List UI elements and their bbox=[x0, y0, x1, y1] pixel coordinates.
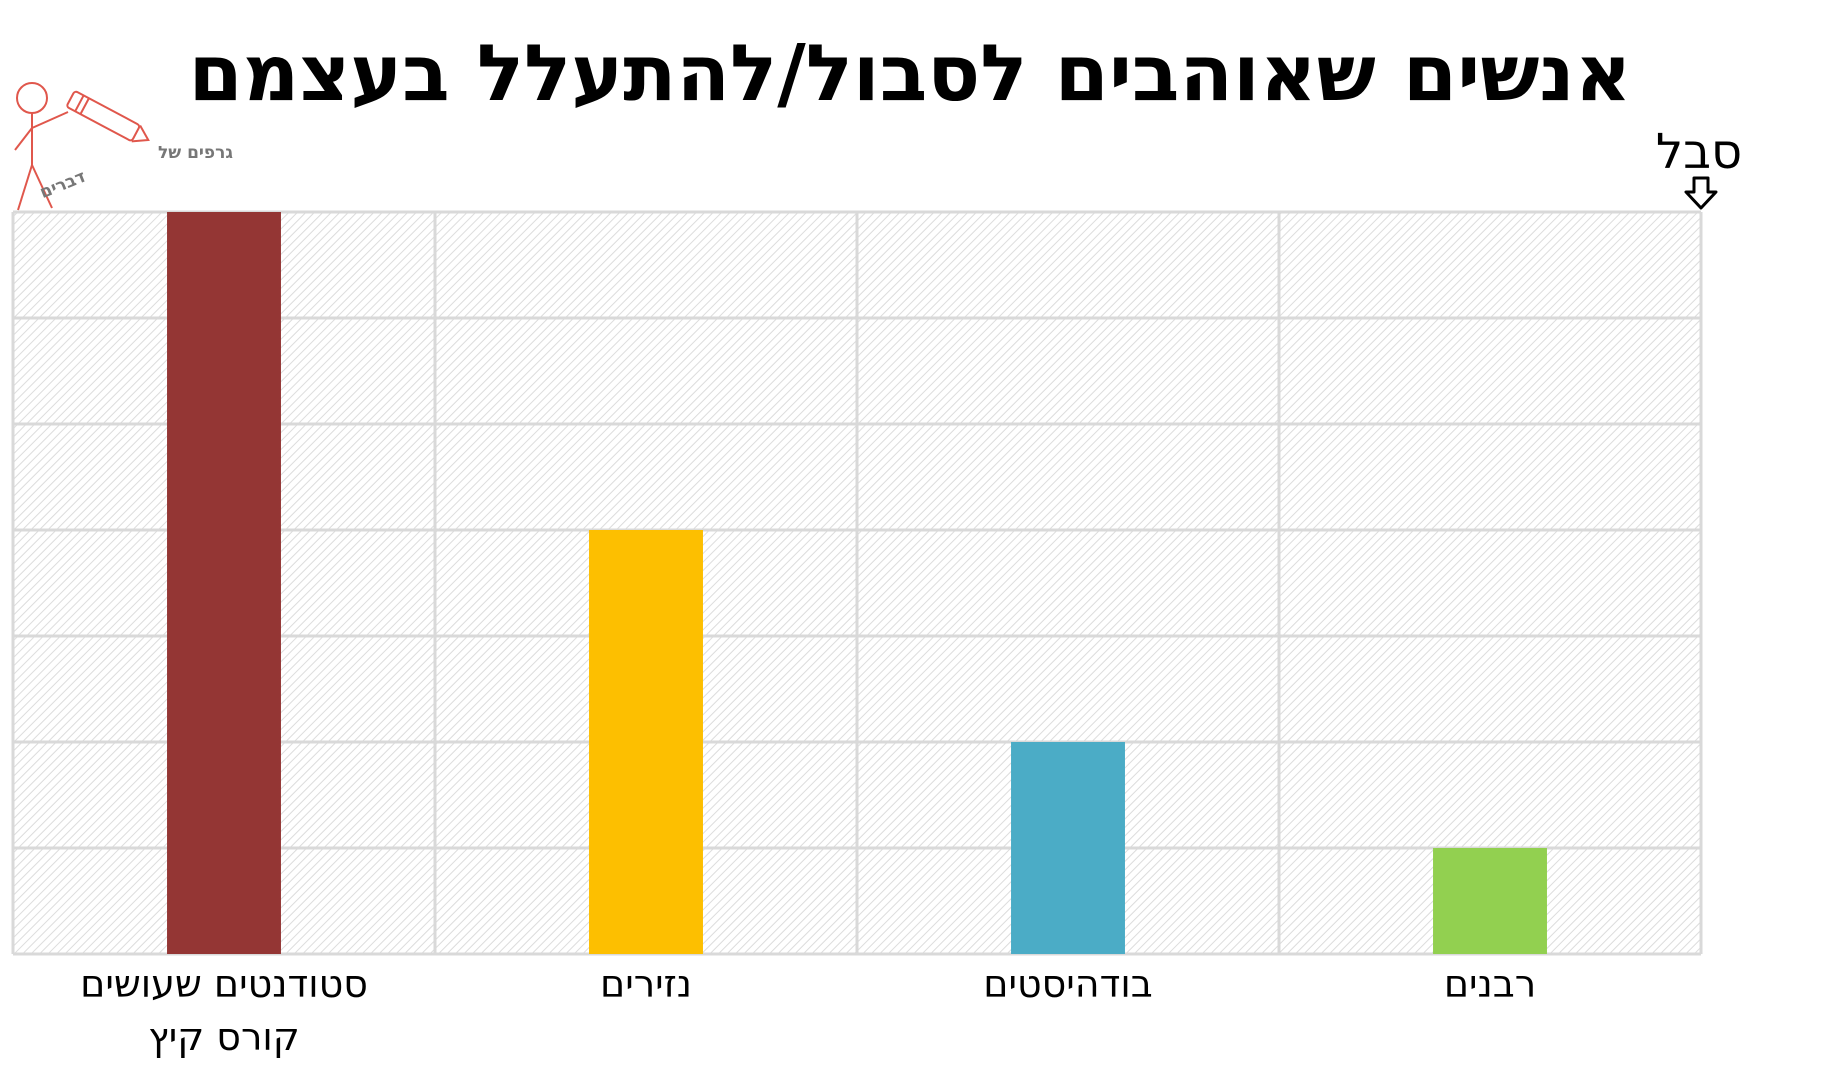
category-labels: סטודנטים שעושים קורס קיץ נזירים בודהיסטים רב… bbox=[80, 962, 1536, 1059]
category-label-3: בודהיסטים bbox=[983, 962, 1152, 1006]
chart-title: אנשים שאוהבים לסבול/להתעלל בעצמם bbox=[189, 29, 1632, 119]
bar-4 bbox=[1433, 848, 1547, 954]
pencil-icon bbox=[66, 90, 150, 143]
category-label-1-line2: קורס קיץ bbox=[148, 1015, 299, 1059]
bar-1 bbox=[167, 212, 281, 954]
category-label-4: רבנים bbox=[1444, 962, 1536, 1006]
logo-text-line1: גרפים של bbox=[158, 143, 233, 163]
bar-3 bbox=[1011, 742, 1125, 954]
logo-head-icon bbox=[16, 82, 48, 114]
logo-text-line2: דברים bbox=[37, 167, 88, 203]
down-arrow-icon bbox=[1684, 176, 1718, 210]
logo bbox=[14, 82, 150, 211]
bars bbox=[167, 212, 1547, 954]
axis-marker-label: סבל bbox=[1656, 124, 1742, 180]
category-label-2: נזירים bbox=[600, 962, 692, 1006]
category-label-1-line1: סטודנטים שעושים bbox=[80, 962, 368, 1006]
gridlines bbox=[11, 210, 1703, 956]
bar-2 bbox=[589, 530, 703, 954]
